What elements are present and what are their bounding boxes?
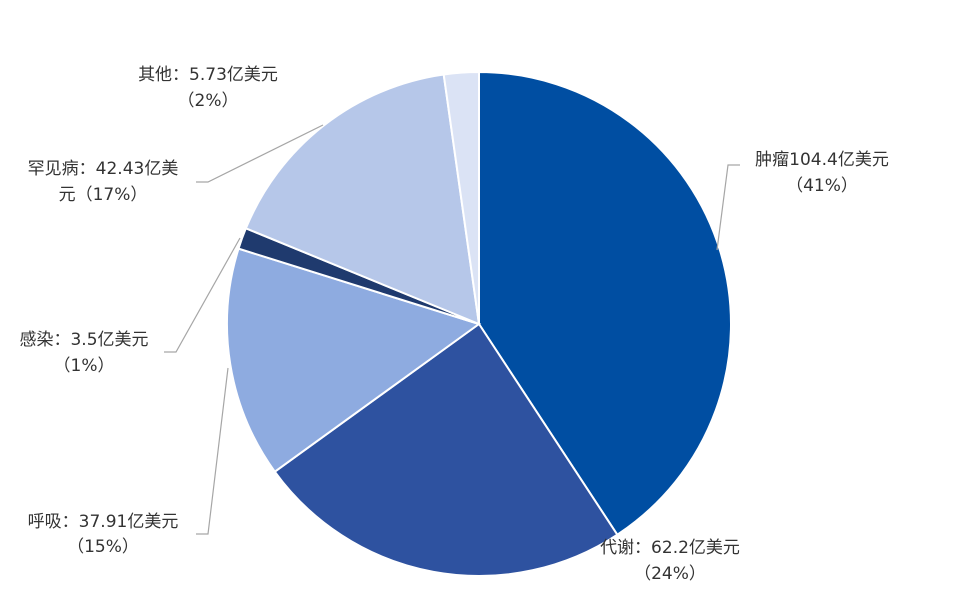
leader-line-tumor (716, 164, 740, 251)
leader-line-respiratory (196, 367, 229, 535)
label-respiratory-line2: （15%） (67, 537, 139, 557)
label-rare-line1: 罕见病：42.43亿美 (28, 159, 179, 179)
label-infection-line1: 感染：3.5亿美元 (19, 330, 148, 350)
pie-slices (226, 70, 733, 577)
slice-labels: 肿瘤104.4亿美元 （41%） 代谢：62.2亿美元 （24%） 呼吸：37.… (19, 65, 888, 584)
label-tumor-line1: 肿瘤104.4亿美元 (755, 150, 889, 170)
leader-line-rare (196, 124, 324, 183)
leader-line-infection (164, 237, 241, 353)
label-metabolism-line2: （24%） (634, 564, 706, 584)
slice-rare-disease (244, 73, 481, 326)
slice-metabolism (273, 322, 619, 577)
label-respiratory-line1: 呼吸：37.91亿美元 (28, 512, 179, 532)
label-metabolism-line1: 代谢：62.2亿美元 (600, 538, 740, 558)
label-rare-line2: 元（17%） (59, 185, 148, 205)
label-infection-line2: （1%） (54, 356, 115, 376)
label-other-line2: （2%） (178, 91, 239, 111)
label-tumor-line2: （41%） (786, 176, 858, 196)
leader-lines (164, 124, 740, 535)
label-other-line1: 其他：5.73亿美元 (138, 65, 278, 85)
slice-other (442, 70, 480, 325)
